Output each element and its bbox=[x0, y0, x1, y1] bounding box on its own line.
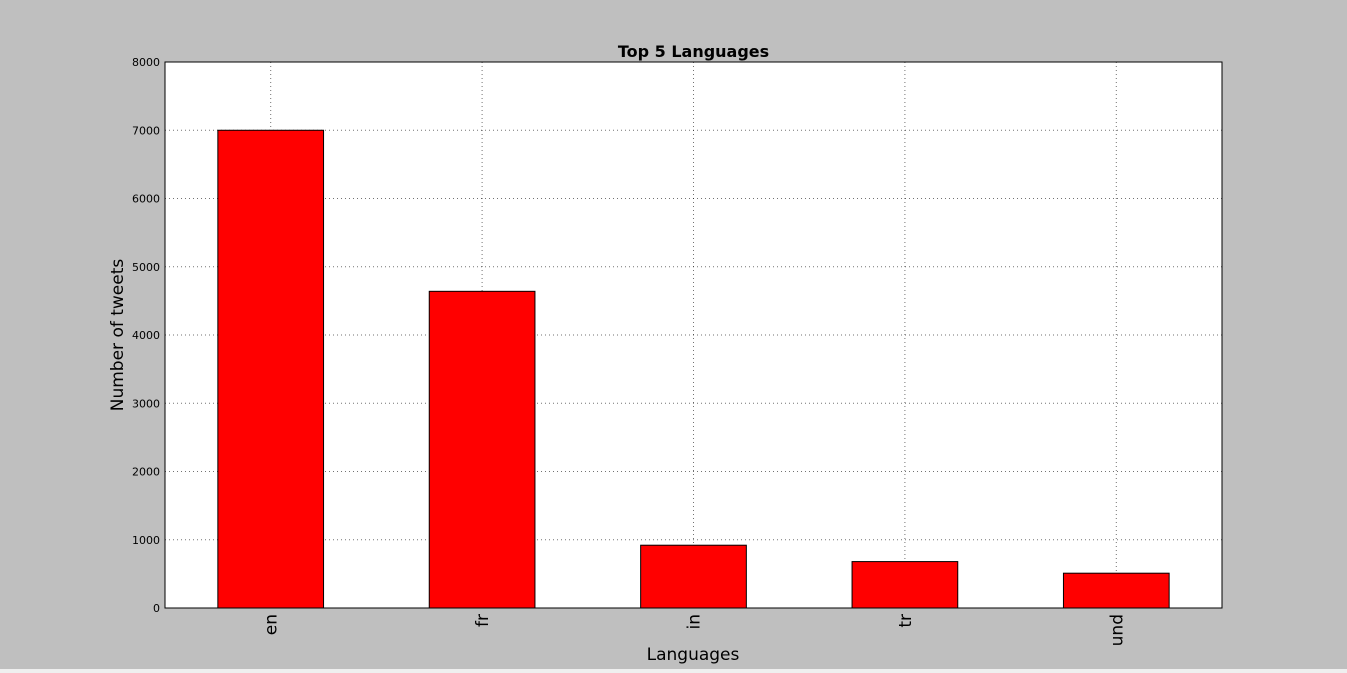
x-tick-label: tr bbox=[896, 614, 916, 628]
bars bbox=[217, 129, 1170, 609]
bar-in bbox=[640, 544, 747, 609]
y-tick-label: 3000 bbox=[132, 397, 160, 410]
bar-und bbox=[1062, 572, 1170, 609]
y-tick-labels: 0 1000 2000 3000 4000 5000 6000 7000 8000 bbox=[132, 56, 160, 615]
x-tick-label: in bbox=[685, 614, 705, 630]
bar-fr bbox=[428, 290, 536, 609]
x-axis-label: Languages bbox=[647, 645, 740, 665]
y-tick-label: 0 bbox=[153, 602, 160, 615]
y-tick-label: 8000 bbox=[132, 56, 160, 69]
bar-en bbox=[217, 129, 325, 609]
x-tick-labels: en fr in tr und bbox=[262, 614, 1128, 646]
y-tick-label: 1000 bbox=[132, 534, 160, 547]
y-tick-label: 2000 bbox=[132, 466, 160, 479]
chart-title: Top 5 Languages bbox=[618, 42, 769, 61]
bar-tr bbox=[851, 561, 959, 609]
x-tick-label: en bbox=[262, 614, 282, 635]
plot-frame bbox=[164, 61, 1223, 609]
y-tick-label: 7000 bbox=[132, 124, 160, 137]
x-tick-label: fr bbox=[473, 614, 493, 627]
y-tick-label: 5000 bbox=[132, 261, 160, 274]
x-tick-label: und bbox=[1107, 614, 1127, 646]
y-axis-label: Number of tweets bbox=[108, 259, 128, 412]
y-tick-label: 6000 bbox=[132, 193, 160, 206]
y-tick-label: 4000 bbox=[132, 329, 160, 342]
